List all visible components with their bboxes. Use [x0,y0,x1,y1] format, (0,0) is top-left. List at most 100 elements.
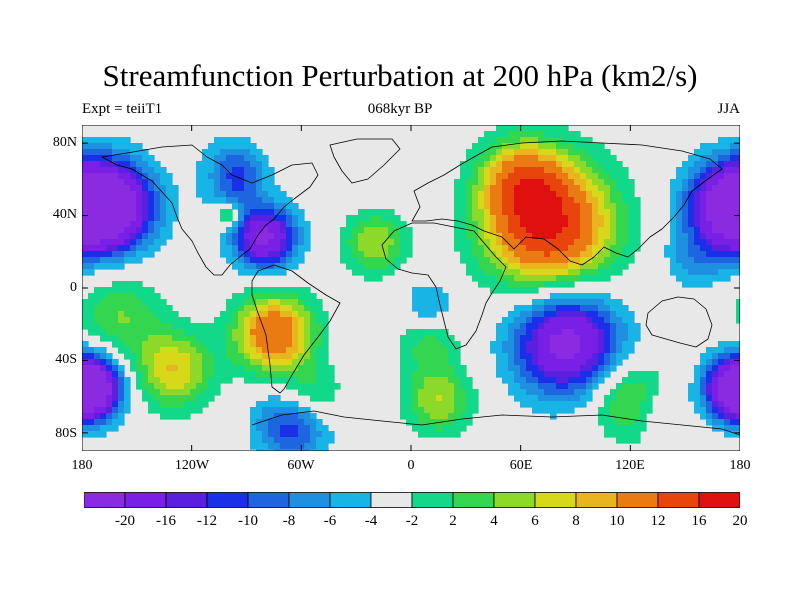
field-cell [730,401,737,408]
field-cell [124,239,131,246]
field-cell [508,341,515,348]
field-cell [154,215,161,222]
field-cell [178,383,185,390]
field-cell [598,185,605,192]
field-cell [526,395,533,402]
field-cell [580,311,587,318]
field-cell [640,407,647,414]
field-cell [574,161,581,168]
field-cell [130,365,137,372]
field-cell [256,353,263,360]
field-cell [478,137,485,144]
field-cell [604,239,611,246]
field-cell [274,329,281,336]
field-cell [376,275,383,282]
field-cell [586,197,593,204]
field-cell [448,401,455,408]
field-cell [238,161,245,168]
field-cell [304,359,311,366]
field-cell [514,317,521,324]
field-cell [598,269,605,276]
field-cell [322,353,329,360]
field-cell [544,233,551,240]
field-cell [244,245,251,252]
field-cell [244,287,251,294]
field-cell [316,317,323,324]
field-cell [322,437,329,444]
field-cell [262,323,269,330]
field-cell [142,317,149,324]
field-cell [316,365,323,372]
field-cell [178,323,185,330]
field-cell [724,179,731,186]
field-cell [526,257,533,264]
field-cell [622,215,629,222]
field-cell [730,233,737,240]
field-cell [550,143,557,150]
field-cell [508,371,515,378]
field-cell [424,383,431,390]
field-cell [244,161,251,168]
field-cell [448,359,455,366]
time-label: 068kyr BP [367,101,433,117]
field-cell [604,341,611,348]
field-cell [604,347,611,354]
field-cell [562,221,569,228]
field-cell [712,221,719,228]
field-cell [736,245,740,252]
field-cell [424,305,431,312]
field-cell [190,353,197,360]
field-cell [310,353,317,360]
field-cell [724,263,731,270]
field-cell [454,371,461,378]
field-cell [130,305,137,312]
field-cell [526,185,533,192]
field-cell [100,419,107,426]
field-cell [160,305,167,312]
field-cell [574,377,581,384]
field-cell [442,329,449,336]
field-cell [340,257,347,264]
field-cell [478,149,485,156]
field-cell [682,179,689,186]
field-cell [262,413,269,420]
field-cell [598,335,605,342]
field-cell [298,293,305,300]
field-cell [256,179,263,186]
field-cell [484,233,491,240]
field-cell [628,371,635,378]
field-cell [118,239,125,246]
field-cell [130,233,137,240]
field-cell [82,155,89,162]
field-cell [106,305,113,312]
field-cell [82,401,89,408]
field-cell [82,149,89,156]
field-cell [310,449,317,451]
field-cell [520,401,527,408]
field-cell [220,317,227,324]
field-cell [250,245,257,252]
field-cell [586,161,593,168]
field-cell [532,335,539,342]
field-cell [304,383,311,390]
field-cell [322,383,329,390]
field-cell [670,191,677,198]
field-cell [484,197,491,204]
field-cell [532,125,539,132]
lon-label-60w: 60W [287,458,315,473]
field-cell [400,245,407,252]
field-cell [730,359,737,366]
field-cell [442,347,449,354]
field-cell [730,245,737,252]
field-cell [232,137,239,144]
field-cell [286,317,293,324]
field-cell [238,335,245,342]
field-cell [370,215,377,222]
field-cell [532,131,539,138]
field-cell [112,179,119,186]
field-cell [148,167,155,174]
field-cell [190,341,197,348]
field-cell [136,377,143,384]
field-cell [106,191,113,198]
field-cell [142,371,149,378]
